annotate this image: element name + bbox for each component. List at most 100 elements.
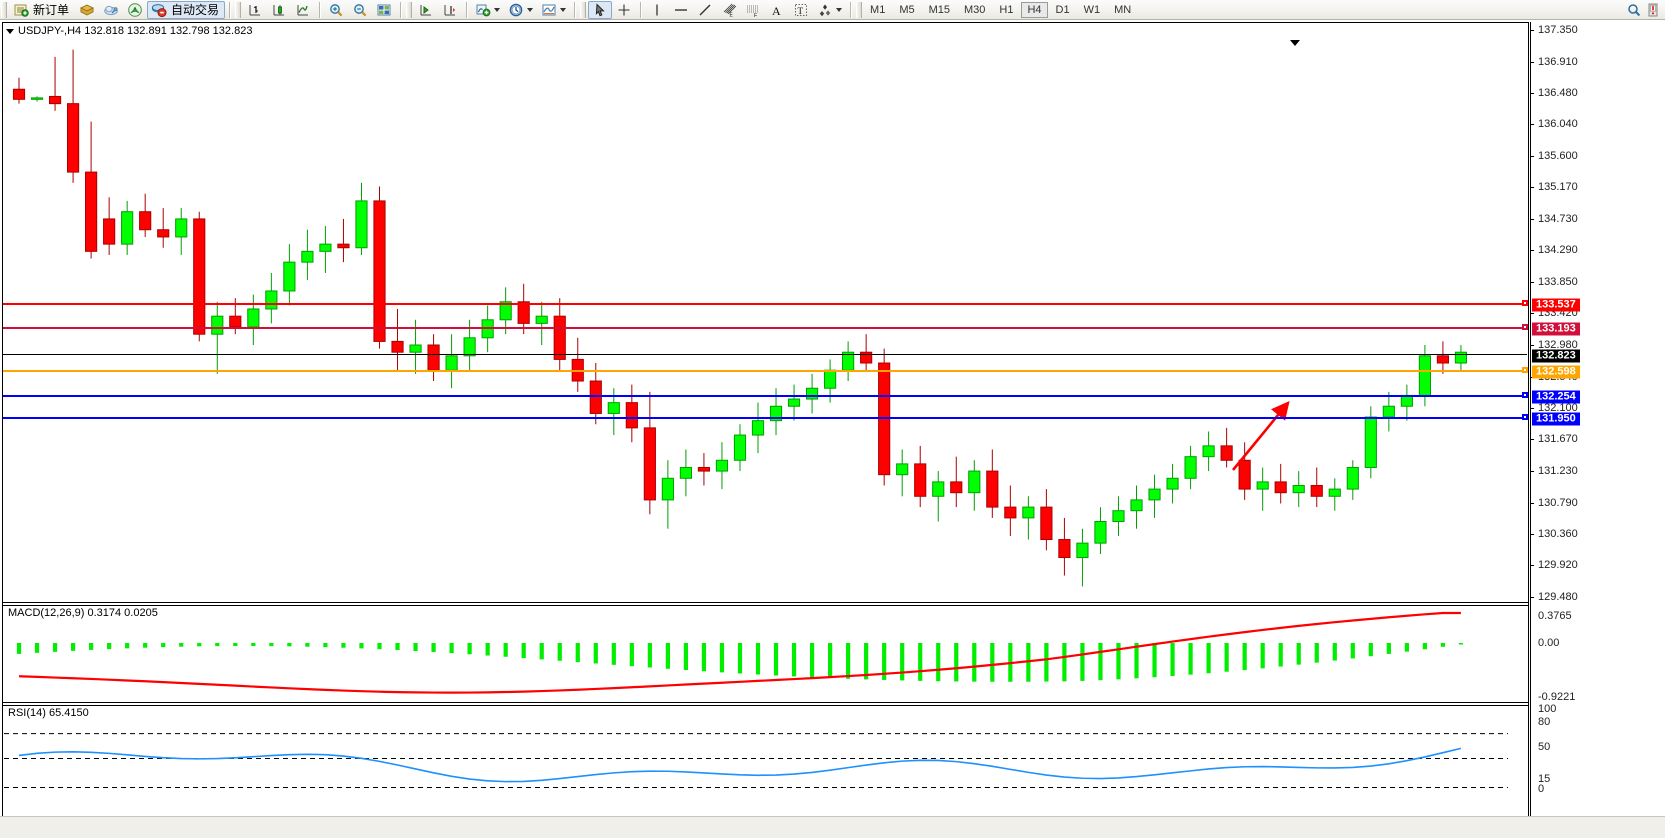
macd-histogram-bar: [251, 643, 256, 646]
search-icon[interactable]: [1626, 2, 1642, 18]
horizontal-line-button[interactable]: [669, 1, 693, 19]
fibonacci-button[interactable]: E: [717, 1, 741, 19]
toolbar-grip-2[interactable]: [235, 1, 242, 18]
price-level-handle[interactable]: [1522, 324, 1528, 331]
candle-body: [409, 344, 422, 353]
toolbar-separator-5: [574, 1, 576, 18]
chevron-down-icon-4[interactable]: [836, 7, 843, 12]
candle-body: [121, 211, 134, 245]
price-axis[interactable]: 137.350 136.910 136.480 136.040 135.600 135.1…: [1530, 22, 1663, 818]
timeframe-m1[interactable]: M1: [870, 3, 886, 16]
timeframe-w1[interactable]: W1: [1083, 3, 1101, 16]
auto-scroll-button[interactable]: [438, 1, 462, 19]
chart-window[interactable]: USDJPY-,H4 132.818 132.891 132.798 132.8…: [0, 20, 1665, 838]
alert-icon[interactable]: [1645, 2, 1661, 18]
price-axis-tick: 131.670: [1538, 433, 1578, 446]
vertical-line-button[interactable]: [645, 1, 669, 19]
timeframe-m5[interactable]: M5: [899, 3, 915, 16]
crosshair-button[interactable]: [612, 1, 636, 19]
text-button[interactable]: A: [765, 1, 789, 19]
price-level-line-resistance[interactable]: [3, 327, 1527, 330]
timeframe-d1[interactable]: D1: [1055, 3, 1070, 16]
toolbar-grip-5[interactable]: [856, 1, 863, 18]
line-chart-button[interactable]: [291, 1, 315, 19]
equidistant-channel-button[interactable]: F: [741, 1, 765, 19]
auto-trading-icon: [151, 3, 167, 17]
price-axis-tickmark: [1530, 313, 1534, 315]
shapes-icon: [819, 4, 831, 16]
auto-scroll-icon: [444, 4, 456, 15]
auto-trading-button[interactable]: 自动交易: [147, 0, 226, 19]
chevron-down-icon-2[interactable]: [527, 7, 534, 12]
chart-title-text: USDJPY-,H4 132.818 132.891 132.798 132.8…: [18, 25, 253, 37]
cloud-icon: [104, 5, 118, 15]
macd-histogram-bar: [323, 643, 328, 648]
price-axis-tickmark: [1530, 61, 1534, 63]
toolbar-grip-4[interactable]: [580, 1, 587, 18]
price-level-handle[interactable]: [1522, 367, 1528, 374]
indicators-button[interactable]: [471, 1, 504, 19]
bar-chart-button[interactable]: [243, 1, 267, 19]
price-axis-tickmark: [1530, 156, 1534, 158]
candle-body: [1436, 355, 1450, 364]
toolbar-grip-3[interactable]: [406, 1, 413, 18]
price-level-line-support[interactable]: [3, 417, 1527, 420]
auto-trading-label: 自动交易: [171, 3, 220, 17]
price-level-badge-pivot: 132.598: [1532, 365, 1580, 379]
toolbar-grip[interactable]: [1, 1, 7, 18]
trendline-button[interactable]: [693, 1, 717, 19]
candle-body: [229, 315, 242, 328]
macd-histogram-bar: [1350, 643, 1355, 659]
chart-menu-icon[interactable]: [6, 28, 14, 34]
timeframe-h1[interactable]: H1: [999, 3, 1014, 16]
price-level-handle[interactable]: [1522, 414, 1528, 421]
signal-button[interactable]: [123, 1, 147, 19]
chevron-down-icon[interactable]: [494, 7, 501, 12]
chart-shift-marker[interactable]: [1290, 40, 1300, 46]
zoom-out-button[interactable]: [348, 1, 372, 19]
candle-body: [175, 218, 188, 238]
macd-histogram-bar: [882, 643, 887, 680]
chevron-down-icon-3[interactable]: [560, 7, 567, 12]
timeframe-m15[interactable]: M15: [928, 3, 950, 16]
horizontal-line-icon: [675, 8, 688, 11]
macd-histogram-bar: [1386, 643, 1391, 654]
price-level-handle[interactable]: [1522, 392, 1528, 399]
macd-histogram-bar: [1098, 643, 1103, 681]
timeframe-m30[interactable]: M30: [964, 3, 986, 16]
macd-signal-line: [18, 611, 1461, 694]
macd-histogram-bar: [1134, 643, 1139, 679]
price-level-line-support[interactable]: [3, 395, 1527, 398]
candle-body: [445, 355, 458, 371]
period-button[interactable]: [504, 1, 537, 19]
rsi-series: [4, 733, 1508, 789]
price-level-line-last-price[interactable]: [3, 354, 1527, 356]
data-window-button[interactable]: [372, 1, 396, 19]
templates-button[interactable]: [537, 1, 570, 19]
zoom-in-button[interactable]: [324, 1, 348, 19]
macd-histogram-bar: [179, 643, 184, 647]
price-axis-tick: 133.850: [1538, 276, 1578, 289]
chart-shift-button[interactable]: [414, 1, 438, 19]
shapes-button[interactable]: [813, 1, 846, 19]
macd-histogram-bar: [395, 643, 400, 651]
timeframe-mn[interactable]: MN: [1114, 3, 1132, 16]
price-axis-tickmark: [1530, 250, 1534, 252]
price-axis-tickmark: [1530, 124, 1534, 126]
candlestick-chart-button[interactable]: [267, 1, 291, 19]
candle-body: [1238, 459, 1251, 490]
price-level-handle[interactable]: [1522, 299, 1528, 306]
cursor-button[interactable]: [588, 0, 613, 19]
expert-advisor-button[interactable]: [75, 1, 99, 19]
candle-body: [283, 261, 296, 292]
svg-text:A: A: [772, 4, 781, 18]
macd-histogram-bar: [1278, 643, 1283, 667]
price-level-line-pivot[interactable]: [3, 370, 1527, 373]
new-order-button[interactable]: 新订单: [9, 1, 75, 19]
macd-histogram-bar: [809, 643, 815, 678]
timeframe-h4[interactable]: H4: [1021, 1, 1048, 18]
cloud-button[interactable]: [99, 1, 123, 19]
macd-histogram-bar: [125, 643, 130, 649]
text-label-button[interactable]: T: [789, 1, 813, 19]
price-level-line-resistance[interactable]: [3, 302, 1527, 305]
